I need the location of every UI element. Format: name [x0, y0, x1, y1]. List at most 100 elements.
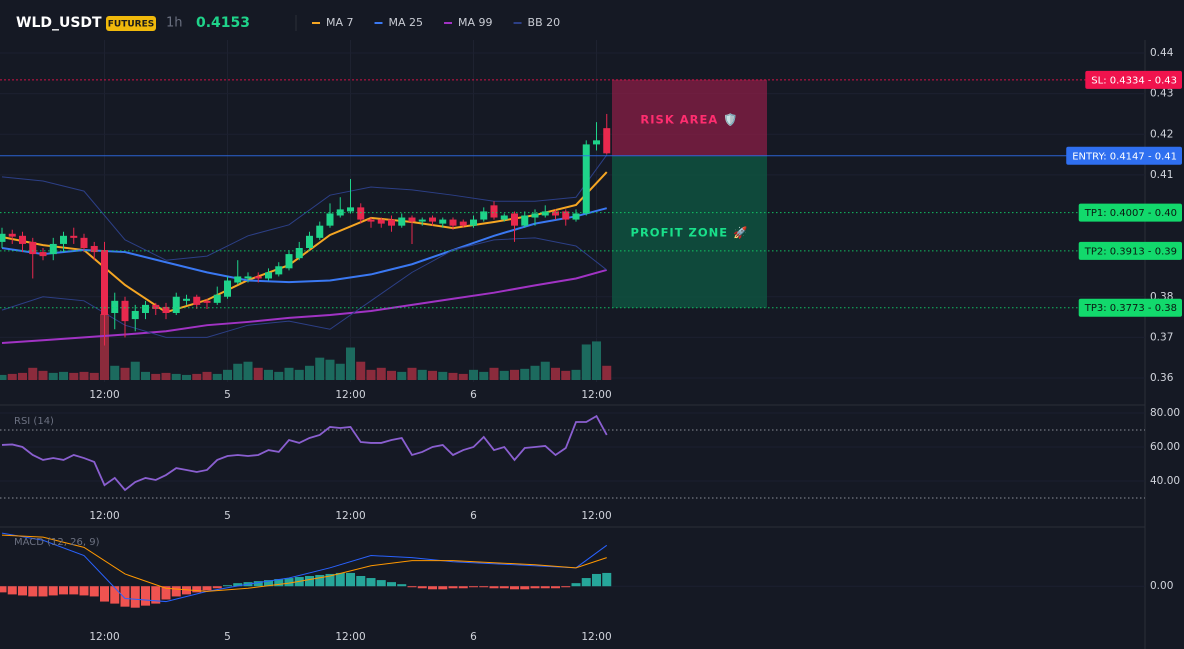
volume-bar [335, 363, 345, 380]
macd-histogram [346, 572, 355, 587]
macd-histogram [592, 573, 601, 587]
x-tick-label: 12:00 [581, 510, 611, 522]
x-tick-label: 6 [470, 510, 477, 522]
candle-body [244, 276, 252, 279]
volume-bar [18, 372, 27, 380]
candle-body [121, 300, 129, 322]
candle-body [316, 225, 324, 238]
candle-body [183, 298, 190, 301]
candle-body [572, 213, 580, 220]
candle-body [19, 235, 26, 244]
macd-histogram [489, 586, 499, 589]
candle-body [285, 254, 293, 269]
volume-bar [479, 371, 489, 380]
macd-histogram [28, 586, 38, 597]
candle-body [521, 215, 529, 226]
volume-bar [79, 371, 89, 380]
x-tick-label: 12:00 [89, 510, 119, 522]
macd-histogram [7, 586, 17, 595]
candle-body [234, 276, 242, 283]
candle-body [80, 237, 88, 248]
macd-histogram [561, 586, 571, 588]
volume-bar [110, 365, 120, 380]
macd-histogram [387, 582, 396, 587]
volume-bar [233, 363, 243, 380]
volume-bar [284, 367, 294, 380]
panel-title: RSI (14) [14, 416, 54, 427]
macd-histogram [438, 586, 448, 590]
legend: MA 7 MA 25 MA 99 BB 20 [312, 16, 560, 29]
volume-bar [530, 365, 540, 380]
volume-bar [602, 365, 612, 380]
candle-body [70, 235, 78, 238]
macd-histogram [79, 586, 89, 596]
x-tick-label: 12:00 [581, 631, 611, 643]
candle-body [162, 306, 170, 313]
macd-histogram [581, 578, 591, 587]
level-tag [1078, 298, 1182, 317]
volume-bar [223, 369, 232, 380]
candle-body [8, 233, 16, 237]
candle-body [511, 213, 518, 226]
macd-histogram [479, 586, 489, 588]
macd-histogram [499, 586, 509, 589]
macd-histogram [69, 586, 79, 595]
volume-bar [274, 371, 284, 380]
macd-histogram [448, 586, 458, 589]
volume-bar [346, 347, 355, 380]
volume-bar [581, 344, 591, 380]
volume-bar [376, 367, 386, 380]
x-tick-label: 6 [470, 389, 477, 401]
macd-histogram [376, 580, 386, 587]
candle-body [562, 211, 570, 220]
candle-body [254, 276, 262, 279]
candle-body [131, 310, 139, 320]
macd-histogram [161, 586, 171, 600]
volume-bar [202, 371, 212, 380]
macd-histogram [141, 586, 150, 606]
macd-histogram [417, 586, 427, 589]
volume-bar [489, 367, 499, 380]
macd-histogram [335, 572, 345, 587]
y-tick-label: 0.36 [1150, 372, 1174, 384]
volume-bar [540, 361, 550, 380]
candle-body [377, 219, 385, 224]
candle-body [500, 215, 508, 220]
macd-histogram [397, 584, 407, 587]
volume-bar [520, 368, 530, 380]
level-tag-label: TP3: 0.3773 - 0.38 [1084, 303, 1177, 314]
volume-bar [89, 372, 99, 380]
candle-body [459, 221, 467, 226]
macd-histogram [182, 586, 191, 595]
macd-histogram [48, 586, 58, 596]
macd-histogram [284, 578, 294, 587]
macd-histogram [192, 586, 202, 593]
candle-body [449, 219, 457, 226]
macd-histogram [520, 586, 530, 590]
candle-body [142, 304, 149, 313]
volume-bar [7, 373, 17, 380]
macd-histogram [571, 583, 581, 587]
y-tick-label: 40.00 [1150, 475, 1180, 487]
panel-title: MACD (12, 26, 9) [14, 537, 100, 548]
level-tag-label: ENTRY: 0.4147 - 0.41 [1072, 151, 1177, 162]
x-tick-label: 12:00 [335, 631, 365, 643]
macd-histogram [59, 586, 68, 595]
candle-body [295, 248, 303, 259]
macd-histogram [428, 586, 437, 590]
volume-bar [264, 369, 273, 380]
volume-bar [325, 359, 335, 380]
y-tick-label: 0.37 [1150, 331, 1173, 343]
macd-histogram [0, 586, 7, 593]
volume-bar [38, 370, 48, 380]
candle-body [439, 219, 447, 224]
macd-histogram [100, 586, 109, 602]
volume-bar [182, 374, 191, 380]
candle-body [29, 241, 37, 255]
volume-bar [141, 371, 150, 380]
volume-bar [161, 372, 171, 380]
macd-histogram [89, 586, 99, 597]
candle-body [418, 219, 426, 222]
zone [612, 155, 767, 308]
macd-histogram [38, 586, 48, 597]
